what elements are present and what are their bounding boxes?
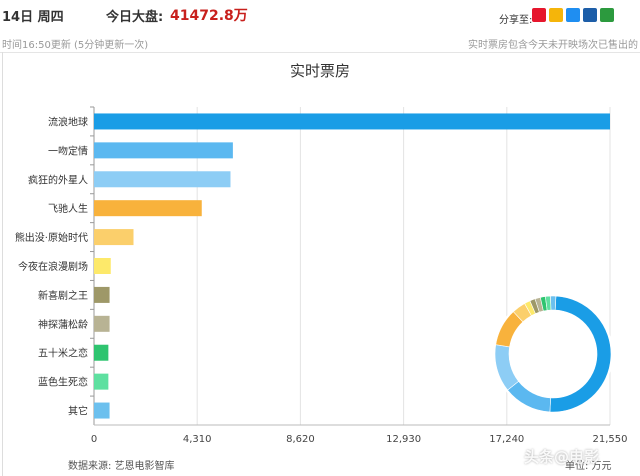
watermark: 头条@电影 [524, 448, 600, 466]
category-label: 飞驰人生 [48, 202, 88, 215]
category-label: 今夜在浪漫剧场 [18, 260, 88, 273]
share-icons [532, 8, 614, 22]
unit-label: 单位: 万元 [565, 461, 612, 472]
category-label: 蓝色生死恋 [38, 376, 88, 389]
date-label: 14日 周四 [2, 10, 64, 25]
donut-slice[interactable] [550, 295, 557, 311]
chart-title: 实时票房 [290, 62, 350, 80]
bar[interactable] [94, 402, 110, 419]
category-label: 流浪地球 [48, 115, 88, 128]
bar[interactable] [94, 142, 233, 159]
category-label: 一吻定情 [48, 144, 88, 157]
x-tick-label: 17,240 [489, 434, 524, 445]
category-label: 新喜剧之王 [38, 289, 88, 302]
total-box-office-label: 今日大盘: [106, 10, 164, 25]
update-time-text: 时间16:50更新 (5分钟更新一次) [2, 40, 149, 51]
x-tick-label: 12,930 [386, 434, 421, 445]
category-label: 熊出没·原始时代 [15, 231, 88, 244]
donut-background [493, 294, 613, 414]
data-source: 数据来源: 艺恩电影智库 [68, 461, 175, 472]
x-tick-label: 8,620 [286, 434, 315, 445]
category-label: 疯狂的外星人 [28, 173, 88, 186]
douban-icon[interactable] [600, 8, 614, 22]
bar[interactable] [94, 315, 110, 332]
category-label: 其它 [68, 405, 88, 418]
category-label: 五十米之恋 [38, 347, 88, 360]
bar[interactable] [94, 229, 134, 246]
share-label: 分享至: [499, 15, 533, 26]
bar[interactable] [94, 113, 610, 130]
renren-icon[interactable] [583, 8, 597, 22]
x-tick-label: 4,310 [183, 434, 212, 445]
bar[interactable] [94, 200, 202, 217]
header-divider [0, 52, 640, 53]
weibo-icon[interactable] [532, 8, 546, 22]
bar[interactable] [94, 286, 110, 303]
left-border [2, 52, 3, 476]
qq-icon[interactable] [566, 8, 580, 22]
header-bar: 14日 周四 今日大盘: 41472.8万 分享至: 时间16:50更新 (5分… [0, 0, 640, 52]
x-tick-label: 21,550 [593, 434, 628, 445]
bar[interactable] [94, 373, 109, 390]
box-office-note: 实时票房包含今天未开映场次已售出的 [468, 40, 638, 51]
qzone-icon[interactable] [549, 8, 563, 22]
x-tick-label: 0 [91, 434, 97, 445]
category-label: 神探蒲松龄 [38, 318, 88, 331]
bar[interactable] [94, 258, 111, 274]
bar[interactable] [94, 344, 109, 361]
total-box-office-value: 41472.8万 [170, 8, 248, 24]
bar[interactable] [94, 171, 231, 188]
